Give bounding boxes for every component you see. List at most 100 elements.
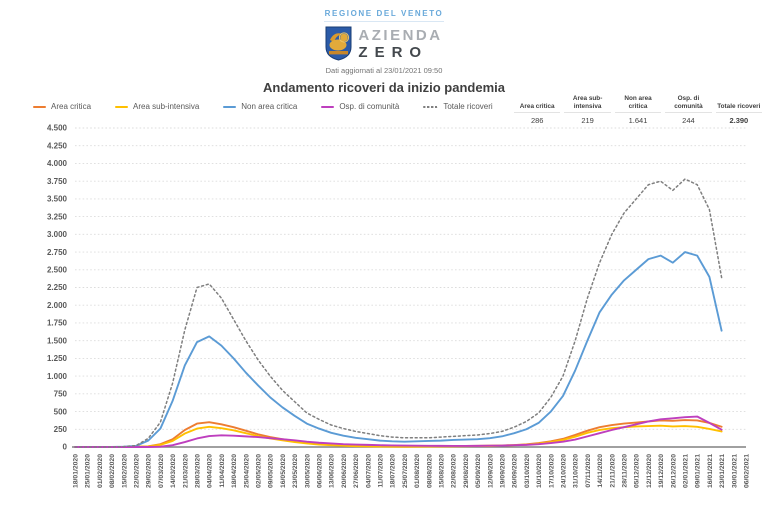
summary-col-non-area-critica: Non area critica 1.641 (613, 95, 663, 125)
x-tick-label: 06/06/2020 (317, 454, 324, 488)
x-tick-label: 25/01/2020 (85, 454, 92, 488)
x-tick-label: 21/11/2020 (609, 454, 616, 488)
x-tick-label: 05/12/2020 (634, 454, 641, 488)
x-tick-label: 15/08/2020 (439, 454, 446, 488)
x-tick-label: 09/05/2020 (268, 454, 275, 488)
x-tick-label: 19/09/2020 (500, 454, 507, 488)
x-tick-label: 16/01/2021 (707, 454, 714, 488)
x-tick-label: 02/05/2020 (256, 454, 263, 488)
y-tick-label: 3.250 (47, 212, 68, 221)
chart-legend: Area critica Area sub-intensiva Non area c… (33, 102, 493, 111)
y-tick-label: 2.500 (47, 265, 68, 274)
x-tick-label: 19/12/2020 (658, 454, 665, 488)
x-tick-label: 25/04/2020 (243, 454, 250, 488)
y-tick-label: 4.250 (47, 141, 68, 150)
legend-line-swatch-icon (423, 105, 439, 108)
page-title: Andamento ricoveri da inizio pandemia (263, 80, 505, 95)
x-tick-label: 31/10/2020 (573, 454, 580, 488)
y-tick-label: 1.250 (47, 354, 68, 363)
x-tick-label: 13/06/2020 (329, 454, 336, 488)
data-updated-timestamp: Dati aggiornati al 23/01/2021 09:50 (325, 66, 443, 75)
y-tick-label: 500 (54, 407, 68, 416)
x-tick-label: 29/08/2020 (463, 454, 470, 488)
x-tick-label: 26/09/2020 (512, 454, 519, 488)
x-tick-label: 12/12/2020 (646, 454, 653, 488)
x-tick-label: 07/03/2020 (158, 454, 165, 488)
x-tick-label: 22/02/2020 (134, 454, 141, 488)
x-tick-label: 18/01/2020 (73, 454, 80, 488)
summary-col-value: 219 (581, 116, 594, 125)
legend-item-totale-ricoveri[interactable]: Totale ricoveri (423, 102, 493, 111)
legend-label: Osp. di comunità (339, 102, 400, 111)
summary-col-header: Area critica (514, 95, 561, 113)
x-tick-label: 15/02/2020 (121, 454, 128, 488)
legend-line-swatch-icon (321, 105, 335, 108)
summary-col-value: 1.641 (628, 116, 648, 125)
legend-item-area-sub-intensiva[interactable]: Area sub-intensiva (115, 102, 199, 111)
summary-col-area-sub-intensiva: Area sub-intensiva 219 (562, 95, 612, 125)
y-tick-label: 0 (63, 443, 68, 452)
legend-line-swatch-icon (223, 105, 237, 108)
x-tick-label: 18/07/2020 (390, 454, 397, 488)
x-tick-label: 11/04/2020 (219, 454, 226, 488)
summary-col-header: Non area critica (614, 95, 662, 113)
x-tick-label: 25/07/2020 (402, 454, 409, 488)
x-tick-label: 30/01/2021 (731, 454, 738, 488)
y-tick-label: 4.000 (47, 159, 68, 168)
y-tick-label: 1.000 (47, 372, 68, 381)
series-line-totale-ricoveri (74, 178, 723, 448)
summary-col-header: Osp. di comunità (665, 95, 712, 113)
x-tick-label: 09/01/2021 (695, 454, 702, 488)
azienda-zero-logo: AZIENDA ZERO (0, 26, 768, 61)
summary-col-value: 244 (682, 116, 695, 125)
y-tick-label: 1.750 (47, 319, 68, 328)
x-tick-label: 06/02/2021 (744, 454, 751, 488)
summary-col-totale-ricoveri: Totale ricoveri 2.390 (714, 95, 764, 125)
summary-table: Area critica 286 Area sub-intensiva 219 Non … (512, 95, 764, 125)
x-tick-label: 04/07/2020 (365, 454, 372, 488)
x-tick-label: 11/07/2020 (378, 454, 385, 488)
y-tick-label: 3.750 (47, 177, 68, 186)
series-line-area-critica (74, 419, 723, 448)
x-tick-label: 24/10/2020 (561, 454, 568, 488)
legend-label: Area sub-intensiva (133, 102, 200, 111)
legend-label: Area critica (51, 102, 92, 111)
x-tick-label: 03/10/2020 (524, 454, 531, 488)
chart-area: 0 250 500 750 1.000 1.250 1.500 1.750 2.000 2.250… (0, 118, 768, 512)
legend-item-area-critica[interactable]: Area critica (33, 102, 91, 111)
y-tick-label: 4.500 (47, 124, 68, 133)
y-tick-label: 2.000 (47, 301, 68, 310)
x-tick-label: 23/05/2020 (292, 454, 299, 488)
x-tick-label: 07/11/2020 (585, 454, 592, 488)
logo-azienda-text: AZIENDA (358, 26, 443, 44)
x-tick-label: 08/02/2020 (109, 454, 116, 488)
legend-label: Totale ricoveri (443, 102, 493, 111)
x-tick-label: 27/06/2020 (353, 454, 360, 488)
summary-col-header: Totale ricoveri (715, 95, 763, 113)
legend-item-osp-di-comunit-[interactable]: Osp. di comunità (321, 102, 399, 111)
x-tick-label: 17/10/2020 (548, 454, 555, 488)
y-tick-label: 250 (54, 425, 68, 434)
hospitalizations-line-chart: 0 250 500 750 1.000 1.250 1.500 1.750 2.000 2.250… (47, 124, 751, 488)
x-tick-label: 29/02/2020 (146, 454, 153, 488)
x-tick-label: 28/03/2020 (195, 454, 202, 488)
x-tick-label: 18/04/2020 (231, 454, 238, 488)
legend-line-swatch-icon (33, 105, 46, 108)
y-tick-label: 2.750 (47, 248, 68, 257)
series-line-osp-di-comunit- (74, 415, 723, 448)
x-tick-label: 30/05/2020 (304, 454, 311, 488)
y-tick-label: 3.000 (47, 230, 68, 239)
logo-zero-text: ZERO (358, 43, 429, 61)
summary-col-area-critica: Area critica 286 (512, 95, 562, 125)
x-tick-label: 20/06/2020 (341, 454, 348, 488)
x-tick-label: 14/03/2020 (170, 454, 177, 488)
y-tick-label: 1.500 (47, 336, 68, 345)
veneto-lion-shield-icon (325, 26, 352, 61)
x-tick-label: 22/08/2020 (451, 454, 458, 488)
legend-line-swatch-icon (115, 105, 129, 108)
x-tick-label: 08/08/2020 (426, 454, 433, 488)
x-tick-label: 28/11/2020 (622, 454, 629, 488)
legend-item-non-area-critica[interactable]: Non area critica (223, 102, 297, 111)
x-tick-label: 02/01/2021 (683, 454, 690, 488)
